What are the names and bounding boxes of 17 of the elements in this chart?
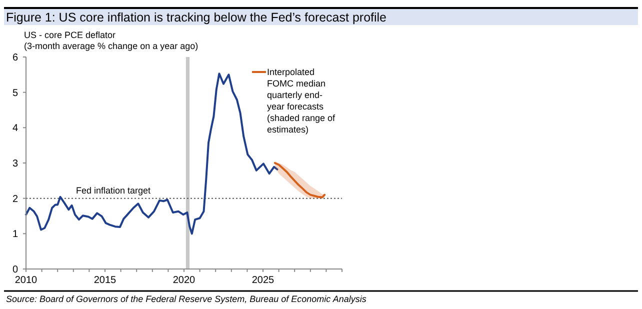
y-tick-label: 4	[12, 123, 18, 134]
x-tick-label: 2020	[172, 275, 196, 286]
y-tick-label: 0	[12, 264, 18, 276]
ref-line-label: Fed inflation target	[76, 185, 152, 196]
legend-label: Interpolated FOMC median quarterly end-year forecasts (shaded range of estimates)	[267, 67, 336, 134]
y-tick-label: 3	[12, 158, 18, 170]
chart-title: Figure 1: US core inflation is tracking below the Fed’s forecast profile	[6, 10, 387, 24]
chart-subtitle: US - core PCE deflator	[24, 30, 116, 40]
x-tick-label: 2010	[14, 275, 38, 286]
x-tick-label: 2015	[94, 275, 117, 286]
y-tick-label: 5	[12, 88, 18, 99]
y-tick-label: 1	[12, 229, 18, 240]
source-note: Source: Board of Governors of the Federal Reserve System, Bureau of Economic Analysis	[6, 294, 367, 304]
y-tick-label: 6	[12, 52, 18, 64]
x-tick-label: 2025	[252, 275, 275, 286]
y-axis-title: (3-month average % change on a year ago)	[24, 41, 198, 51]
y-tick-label: 2	[12, 194, 18, 205]
